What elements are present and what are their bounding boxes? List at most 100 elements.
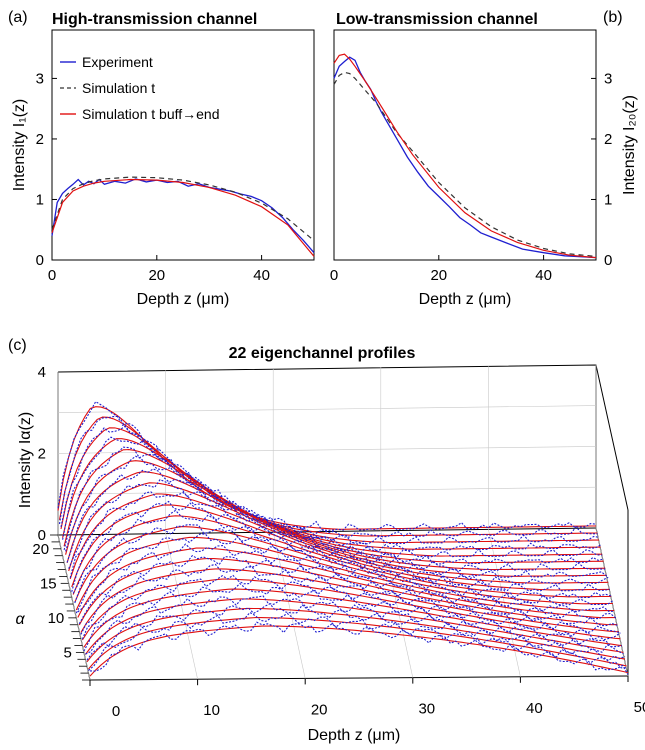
panel-b-frame (333, 29, 597, 261)
profile-experiment-4 (85, 595, 624, 655)
z-tick-label: 2 (38, 445, 46, 462)
panel-c-zlabel: Intensity Iα(z) (17, 412, 34, 508)
panel-c-ticks: 0 10 20 30 40 50 0 2 4 5 10 15 20 (32, 364, 645, 720)
floor-gridline (272, 532, 306, 679)
panel-a-ticks: 0 20 40 0 1 2 3 (36, 70, 270, 284)
panel-b-title: Low-transmission channel (336, 11, 538, 28)
x-tick-label: 30 (418, 701, 435, 718)
profile-experiment-16 (66, 468, 606, 572)
profile-experiment-18 (63, 446, 603, 558)
x-tick-label: 20 (148, 267, 165, 284)
profile-simulation-10 (75, 536, 615, 612)
profile-experiment-10 (75, 533, 615, 614)
alpha-tick-label: 5 (64, 644, 72, 661)
profile-simulation-20 (60, 427, 599, 544)
legend-simulation-buff: Simulation t buff→end (82, 106, 220, 122)
back-wall-gridline (57, 405, 597, 413)
legend-experiment: Experiment (82, 54, 153, 70)
box-front-bottom-edge (89, 675, 629, 681)
x-tick-label: 40 (253, 267, 270, 284)
x-tick-label: 40 (535, 267, 552, 284)
panel-b-ticks: 0 20 40 0 1 2 3 (330, 70, 613, 284)
series-simulation-t-buff-end (51, 178, 315, 257)
legend: Experiment Simulation t Simulation t buf… (60, 54, 220, 122)
back-wall-gridline (57, 486, 597, 495)
panel-a-ylabel: Intensity I₁(z) (11, 99, 28, 192)
x-tick-label: 0 (330, 267, 338, 284)
floor-gridline (595, 527, 629, 677)
profile-experiment-3 (86, 603, 626, 661)
floor-gridline (165, 533, 198, 680)
series-simulation-t-buff-end (333, 53, 597, 259)
panel-c-title: 22 eigenchannel profiles (229, 345, 416, 362)
panel-b-lines (333, 53, 597, 259)
profile-simulation-13 (71, 504, 610, 591)
floor-gridline (57, 534, 91, 681)
profile-experiment-8 (78, 554, 618, 627)
y-tick-label: 0 (604, 252, 612, 269)
series-experiment (333, 56, 597, 259)
profile-simulation-8 (78, 557, 618, 626)
x-tick-label: 0 (48, 267, 56, 284)
profile-experiment-9 (77, 543, 617, 620)
alpha-tick-label: 15 (40, 575, 57, 592)
panel-b-ylabel: Intensity I₂₀(z) (621, 95, 638, 195)
back-wall-gridline (57, 446, 597, 454)
series-simulation-t (51, 176, 315, 242)
panel-a-frame (51, 29, 315, 261)
y-tick-label: 0 (36, 252, 44, 269)
panel-b-label: (b) (603, 9, 623, 26)
y-tick-label: 3 (604, 70, 612, 87)
profile-simulation-21 (58, 416, 598, 537)
panel-a: (a) High-transmission channel 0 20 400123 … (8, 9, 315, 308)
panel-c-alpha-label: α (15, 611, 25, 628)
profile-experiment-5 (83, 582, 622, 652)
z-tick-label: 4 (38, 364, 46, 381)
profile-experiment-14 (69, 491, 609, 586)
panel-a-lines (51, 176, 315, 257)
profile-experiment-22 (57, 400, 597, 531)
floor-gridline (380, 530, 414, 678)
panel-a-title: High-transmission channel (52, 11, 257, 28)
alpha-tick-label: 20 (32, 541, 49, 558)
box-top-edge (57, 364, 629, 511)
profile-experiment-2 (88, 611, 627, 671)
profile-simulation-5 (83, 588, 622, 648)
panel-b-xlabel: Depth z (μm) (419, 291, 512, 308)
panel-c-grid (57, 364, 629, 681)
panel-c-xlabel: Depth z (μm) (308, 727, 401, 744)
legend-simulation-t: Simulation t (82, 80, 155, 96)
z-tick-label: 0 (38, 527, 46, 544)
y-tick-label: 1 (604, 191, 612, 208)
panel-c: (c) 22 eigenchannel profiles 0 10 20 30 40 5 0… (8, 337, 645, 744)
x-tick-label: 0 (112, 703, 120, 720)
profile-simulation-17 (65, 460, 604, 564)
x-tick-label: 50 (634, 699, 645, 716)
profile-simulation-7 (80, 568, 619, 633)
profile-simulation-6 (81, 578, 621, 641)
panel-c-label: (c) (8, 337, 27, 354)
profile-experiment-13 (71, 500, 610, 592)
x-tick-label: 40 (526, 700, 543, 717)
profile-experiment-15 (68, 478, 608, 579)
y-tick-label: 2 (604, 131, 612, 148)
profile-experiment-1 (89, 621, 629, 675)
profile-experiment-7 (80, 563, 620, 635)
alpha-tick-label: 10 (48, 610, 65, 627)
x-tick-label: 10 (203, 702, 220, 719)
y-tick-label: 1 (36, 191, 44, 208)
profile-simulation-18 (63, 449, 603, 557)
profile-experiment-6 (81, 574, 621, 641)
profile-simulation-22 (57, 406, 596, 530)
profile-simulation-2 (88, 617, 627, 670)
profile-simulation-1 (89, 625, 629, 677)
panel-a-xlabel: Depth z (μm) (137, 291, 230, 308)
profile-simulation-9 (77, 547, 616, 619)
x-tick-label: 20 (430, 267, 447, 284)
panel-c-lines (57, 400, 629, 677)
series-simulation-t (333, 71, 597, 257)
profile-simulation-16 (66, 471, 606, 571)
floor-gridline (488, 529, 521, 677)
y-tick-label: 3 (36, 70, 44, 87)
